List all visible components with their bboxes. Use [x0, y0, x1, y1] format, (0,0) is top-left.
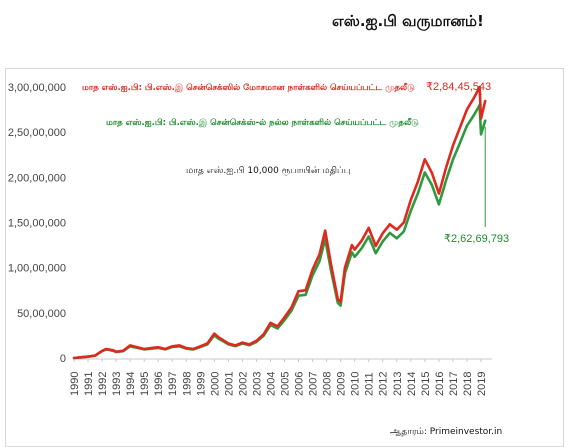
x-tick-label: 2008 [322, 372, 334, 396]
legend-entry-bad-days: மாத எஸ்.ஐ.பி: பி.எஸ்.இ சென்செக்ஸில் மோசம… [82, 82, 415, 93]
x-tick-label: 2013 [392, 372, 404, 396]
y-tick-label: 1,00,00,000 [8, 263, 66, 275]
x-tick-label: 1993 [111, 372, 123, 396]
x-tick-label: 2012 [378, 372, 390, 396]
end-value-label-bad-days: ₹2,84,45,543 [426, 81, 491, 93]
x-tick-label: 2000 [209, 372, 221, 396]
end-value-label-good-days: ₹2,62,69,793 [444, 233, 509, 245]
y-tick-label: 50,00,000 [17, 308, 66, 320]
x-tick-label: 2009 [336, 372, 348, 396]
y-tick-label: 0 [60, 353, 66, 365]
x-tick-label: 2017 [448, 372, 460, 396]
y-tick-label: 3,00,00,000 [8, 82, 66, 94]
x-tick-label: 2016 [434, 372, 446, 396]
y-tick-label: 2,00,00,000 [8, 172, 66, 184]
x-tick-label: 2005 [280, 372, 292, 396]
x-tick-label: 2007 [308, 372, 320, 396]
x-tick-label: 1999 [195, 372, 207, 396]
x-tick-label: 2002 [237, 372, 249, 396]
x-tick-label: 2018 [462, 372, 474, 396]
x-tick-label: 2006 [294, 372, 306, 396]
x-tick-label: 1991 [83, 372, 95, 396]
end-label-leader-red [478, 88, 482, 96]
x-tick-label: 1997 [167, 372, 179, 396]
x-tick-label: 1994 [125, 372, 137, 396]
x-tick-label: 2019 [476, 372, 488, 396]
chart-panel: 0 50,00,000 1,00,00,000 1,50,00,000 2,00,00,… [5, 68, 564, 447]
x-tick-label: 2015 [420, 372, 432, 396]
page-headline: எஸ்.ஐ.பி வருமானம்! [332, 12, 484, 30]
x-tick-label: 1996 [153, 372, 165, 396]
series-line-bad-days [72, 85, 487, 360]
x-tick-label: 2004 [265, 372, 277, 396]
legend-entry-good-days: மாத எஸ்.ஐ.பி: பி.எஸ்.இ சென்செக்ஸ்-ல் நல்… [106, 117, 419, 128]
x-tick-label: 1998 [181, 372, 193, 396]
x-tick-label: 1990 [69, 372, 81, 396]
chart-annotation: மாத எஸ்.ஐ.பி 10,000 ரூபாயின் மதிப்பு [186, 166, 350, 176]
x-tick-label: 1995 [139, 372, 151, 396]
y-tick-label: 1,50,00,000 [8, 218, 66, 230]
x-tick-label: 2011 [364, 372, 376, 396]
x-tick-label: 2003 [251, 372, 263, 396]
x-tick-label: 1992 [97, 372, 109, 396]
x-tick-label: 2014 [406, 372, 418, 396]
x-tick-label: 2010 [350, 372, 362, 396]
source-credit: ஆதாரம்: Primeinvestor.in [390, 427, 502, 437]
y-tick-label: 2,50,00,000 [8, 127, 66, 139]
sip-value-line-chart: 0 50,00,000 1,00,00,000 1,50,00,000 2,00,00,… [8, 81, 509, 437]
series-line-good-days [72, 103, 487, 360]
x-tick-label: 2001 [223, 372, 235, 396]
